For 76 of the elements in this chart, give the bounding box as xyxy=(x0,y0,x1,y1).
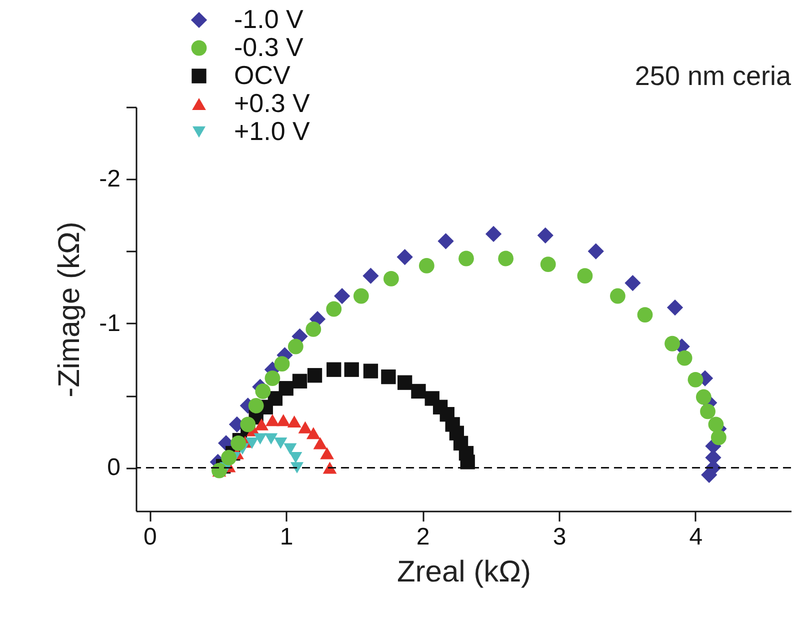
point xyxy=(424,391,440,406)
point xyxy=(306,322,322,337)
point xyxy=(326,362,342,377)
point xyxy=(313,437,328,450)
text: 250 nm ceria xyxy=(634,61,792,91)
point xyxy=(664,336,680,352)
point xyxy=(485,226,502,242)
point xyxy=(383,271,399,286)
point xyxy=(288,338,304,354)
point xyxy=(700,404,716,420)
point xyxy=(710,430,726,446)
point xyxy=(254,433,267,445)
point xyxy=(344,362,359,377)
point xyxy=(438,233,454,250)
y-tick-label: -2 xyxy=(99,166,120,193)
point xyxy=(320,447,334,460)
x-tick-label: 0 xyxy=(143,524,157,550)
point xyxy=(666,299,684,316)
point xyxy=(274,438,288,449)
point xyxy=(290,462,304,474)
y-axis-title: -Zimage (kΩ) xyxy=(53,222,86,398)
point xyxy=(363,364,378,378)
point xyxy=(708,416,724,432)
point xyxy=(577,268,593,284)
point xyxy=(221,450,236,466)
point xyxy=(255,384,271,399)
point xyxy=(411,384,426,399)
point xyxy=(458,250,474,266)
point xyxy=(353,288,369,304)
legend-label: -0.3 V xyxy=(234,32,304,62)
point xyxy=(676,350,692,366)
point xyxy=(264,370,280,386)
point xyxy=(637,307,653,322)
point xyxy=(274,356,290,372)
point xyxy=(307,368,322,383)
point xyxy=(284,443,297,455)
point xyxy=(688,372,704,388)
legend-label: OCV xyxy=(234,60,291,90)
point xyxy=(624,274,641,292)
x-tick-label: 1 xyxy=(280,524,294,550)
point xyxy=(266,414,280,426)
point xyxy=(240,416,256,432)
point xyxy=(696,389,712,405)
point xyxy=(540,256,556,272)
y-tick-label: 0 xyxy=(107,454,120,482)
point xyxy=(298,421,312,434)
point xyxy=(397,375,412,390)
point xyxy=(264,433,278,445)
x-tick-label: 2 xyxy=(416,524,430,550)
point xyxy=(248,398,264,414)
legend-label: +0.3 V xyxy=(234,88,311,118)
point xyxy=(610,288,626,304)
point xyxy=(588,243,604,260)
legend-label: +1.0 V xyxy=(234,116,311,146)
point xyxy=(326,301,342,317)
point xyxy=(334,288,350,304)
point xyxy=(289,452,302,464)
point xyxy=(287,416,302,428)
point xyxy=(537,227,554,244)
point xyxy=(292,374,308,388)
point xyxy=(254,418,268,430)
point xyxy=(230,435,246,451)
legend-label: -1.0 V xyxy=(234,4,304,34)
x-axis-title: Zreal (kΩ) xyxy=(396,556,532,588)
point xyxy=(306,427,320,440)
point xyxy=(362,268,379,284)
point xyxy=(396,248,413,266)
point xyxy=(245,438,259,449)
point xyxy=(498,250,514,266)
y-tick-label: -1 xyxy=(99,310,120,337)
x-tick-label: 3 xyxy=(552,524,566,550)
point xyxy=(381,369,396,384)
x-tick-label: 4 xyxy=(689,524,703,550)
point xyxy=(276,414,290,426)
point xyxy=(278,381,294,396)
point xyxy=(418,258,434,274)
